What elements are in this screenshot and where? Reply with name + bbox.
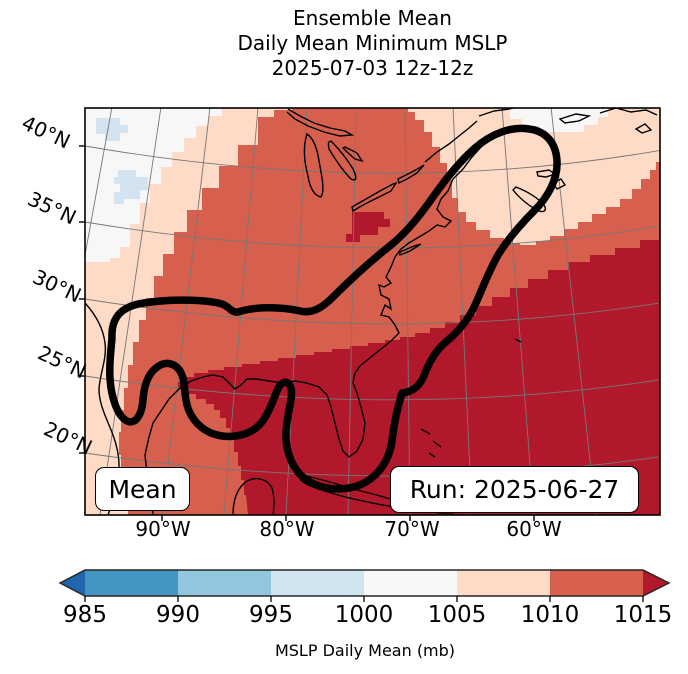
region-995-1000-patch bbox=[96, 118, 148, 204]
colorbar bbox=[58, 569, 671, 602]
colorbar-seg-1005-1010 bbox=[457, 570, 550, 596]
cb-tick-1005: 1005 bbox=[427, 602, 487, 628]
chart-title: Ensemble Mean Daily Mean Minimum MSLP 20… bbox=[85, 6, 660, 81]
title-line-2: Daily Mean Minimum MSLP bbox=[237, 31, 508, 55]
cb-tick-1000: 1000 bbox=[334, 602, 394, 628]
region-gt-1015 bbox=[178, 240, 660, 515]
colorbar-ticks bbox=[84, 596, 644, 602]
run-label-box: Run: 2025-06-27 bbox=[390, 466, 639, 513]
colorbar-over-arrow bbox=[643, 570, 669, 596]
colorbar-seg-990-995 bbox=[178, 570, 271, 596]
colorbar-label: MSLP Daily Mean (mb) bbox=[274, 641, 456, 660]
cb-tick-1010: 1010 bbox=[520, 602, 580, 628]
title-line-1: Ensemble Mean bbox=[293, 6, 452, 30]
colorbar-seg-1000-1005 bbox=[364, 570, 457, 596]
lon-label-80w: 80°W bbox=[259, 517, 315, 541]
colorbar-seg-1010-1015 bbox=[550, 570, 643, 596]
lon-label-70w: 70°W bbox=[384, 517, 440, 541]
colorbar-under-arrow bbox=[60, 570, 85, 596]
title-line-3: 2025-07-03 12z-12z bbox=[271, 56, 474, 80]
run-label: Run: 2025-06-27 bbox=[409, 475, 620, 504]
mean-label: Mean bbox=[108, 474, 177, 504]
mean-label-box: Mean bbox=[95, 467, 190, 511]
map-frame bbox=[84, 107, 661, 516]
lon-label-90w: 90°W bbox=[135, 517, 191, 541]
colorbar-seg-995-1000 bbox=[271, 570, 364, 596]
lon-label-60w: 60°W bbox=[506, 517, 562, 541]
region-1000-1005 bbox=[85, 108, 222, 262]
colorbar-seg-985-990 bbox=[85, 570, 178, 596]
highlight-contour bbox=[106, 124, 561, 493]
cb-tick-1015: 1015 bbox=[613, 602, 673, 628]
region-1000-1005-northeast bbox=[510, 108, 608, 132]
cb-tick-990: 990 bbox=[156, 602, 200, 628]
region-gt-1015-block bbox=[346, 212, 390, 242]
axis-ticks bbox=[79, 145, 535, 521]
map-plot bbox=[79, 107, 661, 521]
cb-tick-995: 995 bbox=[249, 602, 293, 628]
cb-tick-985: 985 bbox=[63, 602, 107, 628]
